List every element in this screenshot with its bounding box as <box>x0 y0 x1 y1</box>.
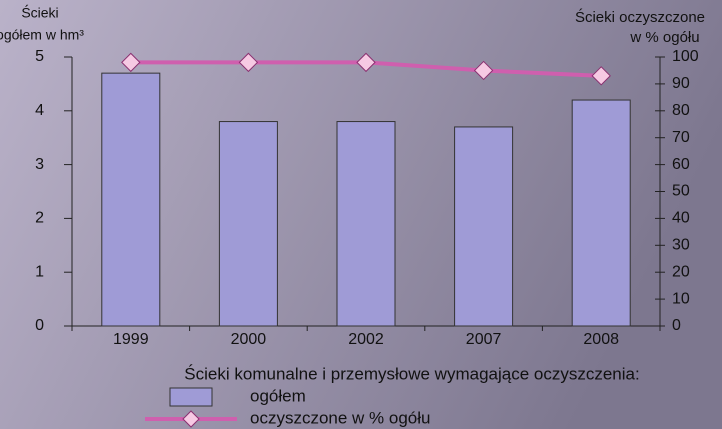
bar <box>571 99 631 327</box>
marker <box>356 52 376 73</box>
x-tick-label: 2007 <box>466 331 502 348</box>
y2-tick-label: 10 <box>672 290 690 307</box>
y2-tick-label: 90 <box>672 75 690 92</box>
legend-label: ogółem <box>250 386 306 405</box>
y2-tick-label: 30 <box>672 237 690 254</box>
y-tick-label: 4 <box>35 102 44 119</box>
bar <box>218 121 278 327</box>
x-tick-label: 2002 <box>348 331 384 348</box>
bar <box>336 121 396 327</box>
y-tick-label: 0 <box>35 317 44 334</box>
y2-tick-label: 80 <box>672 102 690 119</box>
y2-tick-label: 40 <box>672 210 690 227</box>
y-axis-title: Ścieki <box>21 4 58 21</box>
x-tick-label: 2000 <box>231 331 267 348</box>
bar <box>454 126 514 327</box>
y2-tick-label: 0 <box>672 317 681 334</box>
y-axis-title: ogółem w hm³ <box>0 27 84 43</box>
legend-swatch <box>169 387 213 407</box>
y2-tick-label: 50 <box>672 183 690 200</box>
marker <box>121 52 141 73</box>
legend-marker <box>182 410 200 428</box>
y-tick-label: 3 <box>35 156 44 173</box>
x-tick-label: 2008 <box>583 331 619 348</box>
y2-axis-title: w % ogółu <box>629 29 699 46</box>
y2-tick-label: 70 <box>672 129 690 146</box>
y-tick-label: 1 <box>35 263 44 280</box>
legend-label: oczyszczone w % ogółu <box>250 408 430 427</box>
y2-tick-label: 60 <box>672 156 690 173</box>
y-tick-label: 5 <box>35 48 44 65</box>
marker <box>238 52 259 73</box>
marker <box>473 60 494 81</box>
bar <box>101 72 161 327</box>
y-tick-label: 2 <box>35 210 44 227</box>
y2-tick-label: 100 <box>672 48 699 65</box>
y2-tick-label: 20 <box>672 263 690 280</box>
marker <box>591 66 611 86</box>
y2-axis-title: Ścieki oczyszczone <box>575 8 705 26</box>
x-tick-label: 1999 <box>113 331 149 348</box>
legend-title: Ścieki komunalne i przemysłowe wymagając… <box>184 364 639 383</box>
